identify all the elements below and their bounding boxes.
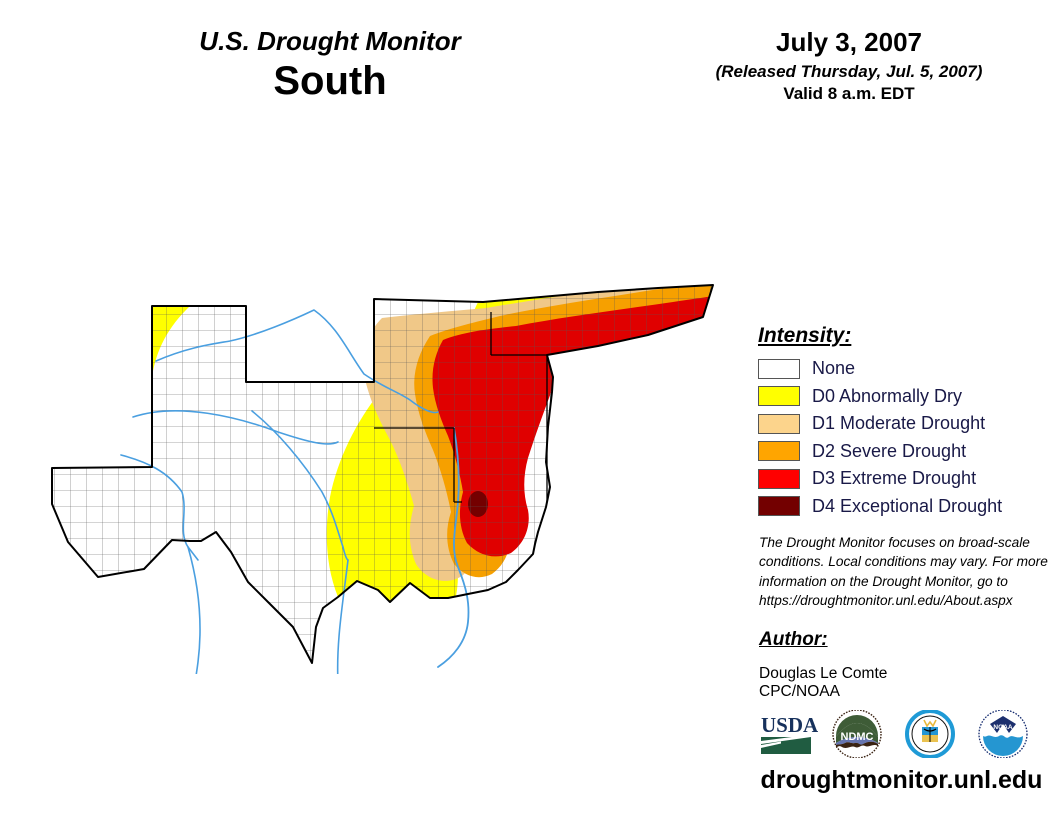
svg-text:NOAA: NOAA (993, 724, 1012, 731)
svg-text:NDMC: NDMC (841, 731, 874, 743)
